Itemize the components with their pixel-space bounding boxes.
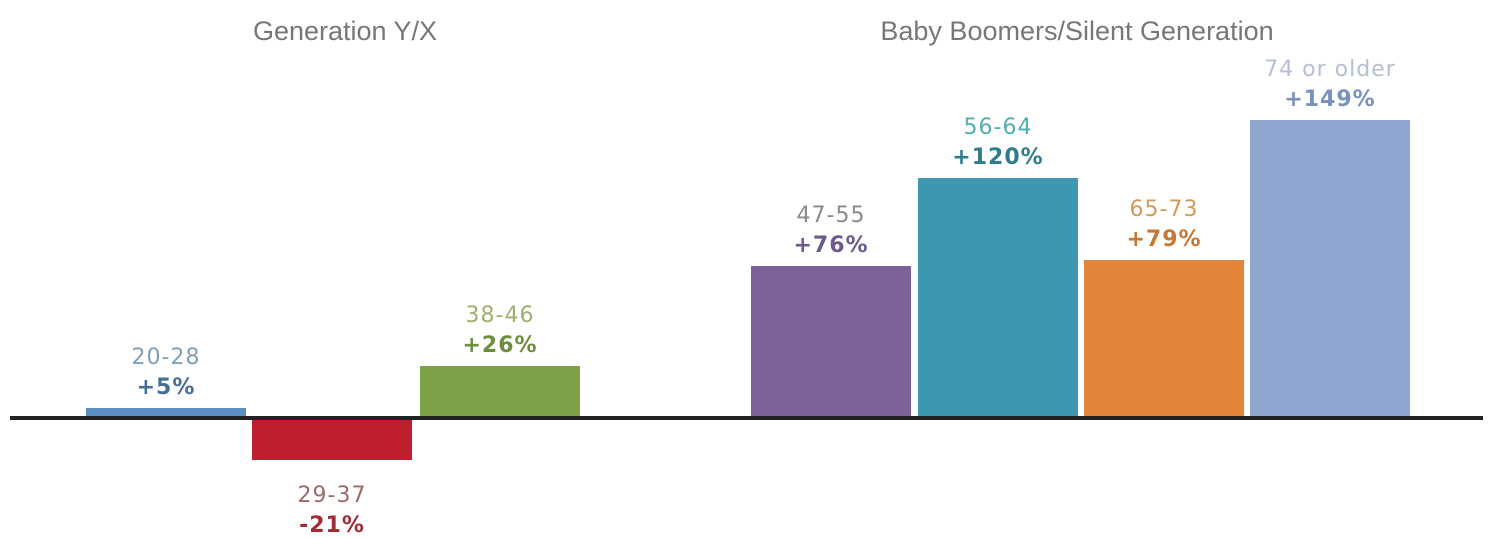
bar-labels: 20-28 +5% 29-37 -21% 38-46 +26% 47-55 +76% 56-64… bbox=[132, 57, 1396, 538]
group-title-generation-yx: Generation Y/X bbox=[253, 16, 437, 46]
value-label-29-37: -21% bbox=[299, 513, 365, 538]
value-label-38-46: +26% bbox=[462, 333, 537, 358]
bar-74-or-older bbox=[1250, 120, 1410, 418]
category-label-65-73: 65-73 bbox=[1130, 197, 1199, 222]
category-label-20-28: 20-28 bbox=[132, 345, 201, 370]
category-label-29-37: 29-37 bbox=[298, 483, 367, 508]
group-title-baby-boomers: Baby Boomers/Silent Generation bbox=[880, 16, 1273, 46]
bar-38-46 bbox=[420, 366, 580, 418]
value-label-20-28: +5% bbox=[137, 375, 196, 400]
bar-56-64 bbox=[918, 178, 1078, 418]
category-label-56-64: 56-64 bbox=[964, 115, 1033, 140]
category-label-38-46: 38-46 bbox=[466, 303, 535, 328]
group-titles: Generation Y/X Baby Boomers/Silent Gener… bbox=[253, 16, 1274, 46]
bar-29-37 bbox=[252, 418, 412, 460]
value-label-74-or-older: +149% bbox=[1284, 87, 1375, 112]
value-label-65-73: +79% bbox=[1126, 227, 1201, 252]
bar-47-55 bbox=[751, 266, 911, 418]
value-label-47-55: +76% bbox=[793, 233, 868, 258]
bar-65-73 bbox=[1084, 260, 1244, 418]
bars bbox=[86, 120, 1410, 460]
value-label-56-64: +120% bbox=[952, 145, 1043, 170]
bar-20-28 bbox=[86, 408, 246, 418]
category-label-47-55: 47-55 bbox=[797, 203, 866, 228]
category-label-74-or-older: 74 or older bbox=[1264, 57, 1396, 82]
